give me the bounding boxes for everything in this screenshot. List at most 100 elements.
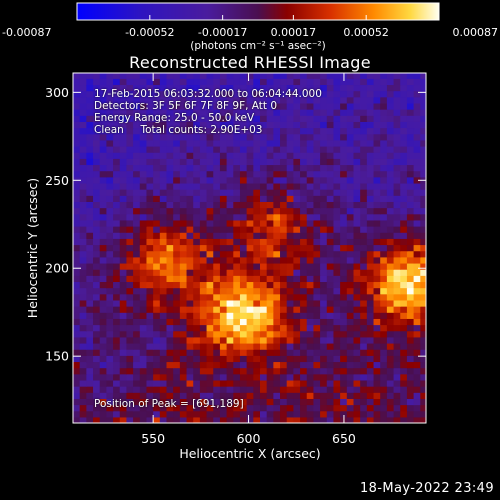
- heatmap-pixel: [79, 262, 87, 270]
- heatmap-pixel: [153, 262, 161, 270]
- heatmap-pixel: [133, 213, 141, 221]
- heatmap-pixel: [320, 336, 328, 344]
- heatmap-pixel: [373, 139, 381, 147]
- heatmap-pixel: [213, 176, 221, 184]
- heatmap-pixel: [173, 238, 181, 246]
- heatmap-pixel: [246, 367, 254, 375]
- heatmap-pixel: [179, 269, 188, 276]
- heatmap-pixel: [306, 330, 315, 338]
- heatmap-pixel: [353, 195, 361, 202]
- heatmap-pixel: [280, 324, 288, 332]
- heatmap-pixel: [239, 145, 248, 153]
- heatmap-pixel: [106, 182, 114, 190]
- heatmap-pixel: [166, 145, 174, 153]
- heatmap-pixel: [153, 176, 161, 184]
- heatmap-pixel: [280, 182, 288, 190]
- heatmap-pixel: [146, 256, 154, 264]
- heatmap-pixel: [326, 219, 335, 227]
- heatmap-pixel: [353, 213, 361, 221]
- heatmap-pixel: [106, 238, 114, 246]
- heatmap-pixel: [139, 293, 148, 301]
- heatmap-pixel: [246, 361, 254, 369]
- heatmap-pixel: [259, 238, 268, 246]
- heatmap-pixel: [266, 96, 274, 104]
- heatmap-pixel: [139, 269, 148, 276]
- heatmap-pixel: [226, 373, 234, 381]
- heatmap-pixel: [259, 219, 268, 227]
- heatmap-pixel: [273, 306, 281, 313]
- heatmap-pixel: [159, 238, 168, 246]
- heatmap-pixel: [219, 287, 228, 295]
- heatmap-pixel: [146, 238, 154, 246]
- heatmap-pixel: [199, 318, 208, 326]
- heatmap-pixel: [173, 392, 181, 399]
- heatmap-pixel: [420, 73, 426, 79]
- heatmap-pixel: [179, 330, 188, 338]
- heatmap-pixel: [246, 195, 254, 202]
- heatmap-pixel: [400, 324, 408, 332]
- heatmap-pixel: [239, 78, 248, 86]
- heatmap-pixel: [400, 398, 408, 406]
- heatmap-pixel: [286, 262, 294, 270]
- heatmap-pixel: [313, 133, 321, 141]
- heatmap-pixel: [233, 342, 241, 350]
- heatmap-pixel: [233, 404, 241, 412]
- heatmap-pixel: [386, 250, 395, 258]
- heatmap-pixel: [146, 404, 154, 412]
- heatmap-pixel: [293, 189, 301, 196]
- heatmap-pixel: [239, 244, 248, 252]
- heatmap-pixel: [380, 287, 388, 295]
- heatmap-pixel: [366, 373, 375, 381]
- heatmap-pixel: [413, 182, 421, 190]
- heatmap-pixel: [193, 139, 201, 147]
- heatmap-pixel: [406, 182, 415, 190]
- heatmap-pixel: [366, 262, 375, 270]
- heatmap-pixel: [380, 78, 388, 86]
- heatmap-pixel: [206, 152, 214, 159]
- heatmap-pixel: [146, 102, 154, 110]
- heatmap-pixel: [406, 318, 415, 326]
- heatmap-pixel: [413, 90, 421, 98]
- heatmap-pixel: [393, 410, 401, 418]
- heatmap-pixel: [166, 127, 174, 135]
- heatmap-pixel: [133, 410, 141, 418]
- heatmap-pixel: [106, 109, 114, 116]
- heatmap-pixel: [106, 102, 114, 110]
- heatmap-pixel: [146, 299, 154, 307]
- heatmap-pixel: [420, 207, 426, 215]
- heatmap-pixel: [306, 127, 315, 135]
- heatmap-pixel: [113, 207, 121, 215]
- heatmap-pixel: [246, 226, 254, 233]
- heatmap-pixel: [93, 145, 101, 153]
- heatmap-pixel: [166, 90, 174, 98]
- heatmap-pixel: [360, 342, 368, 350]
- heatmap-pixel: [133, 96, 141, 104]
- heatmap-pixel: [246, 121, 254, 129]
- heatmap-pixel: [73, 275, 81, 283]
- heatmap-pixel: [213, 398, 221, 406]
- heatmap-pixel: [166, 164, 174, 172]
- heatmap-pixel: [273, 226, 281, 233]
- heatmap-pixel: [146, 145, 154, 153]
- heatmap-pixel: [153, 318, 161, 326]
- heatmap-pixel: [373, 416, 381, 423]
- heatmap-pixel: [346, 84, 355, 92]
- heatmap-pixel: [239, 213, 248, 221]
- heatmap-pixel: [300, 109, 308, 116]
- heatmap-pixel: [206, 78, 214, 86]
- heatmap-pixel: [346, 262, 355, 270]
- heatmap-pixel: [280, 404, 288, 412]
- heatmap-pixel: [286, 349, 294, 356]
- heatmap-pixel: [320, 84, 328, 92]
- heatmap-pixel: [186, 373, 194, 381]
- heatmap-pixel: [226, 324, 234, 332]
- heatmap-pixel: [113, 109, 121, 116]
- heatmap-pixel: [346, 207, 355, 215]
- heatmap-pixel: [266, 90, 274, 98]
- heatmap-pixel: [313, 281, 321, 289]
- heatmap-pixel: [106, 379, 114, 387]
- heatmap-pixel: [233, 219, 241, 227]
- heatmap-pixel: [406, 226, 415, 233]
- heatmap-pixel: [159, 226, 168, 233]
- heatmap-pixel: [126, 281, 134, 289]
